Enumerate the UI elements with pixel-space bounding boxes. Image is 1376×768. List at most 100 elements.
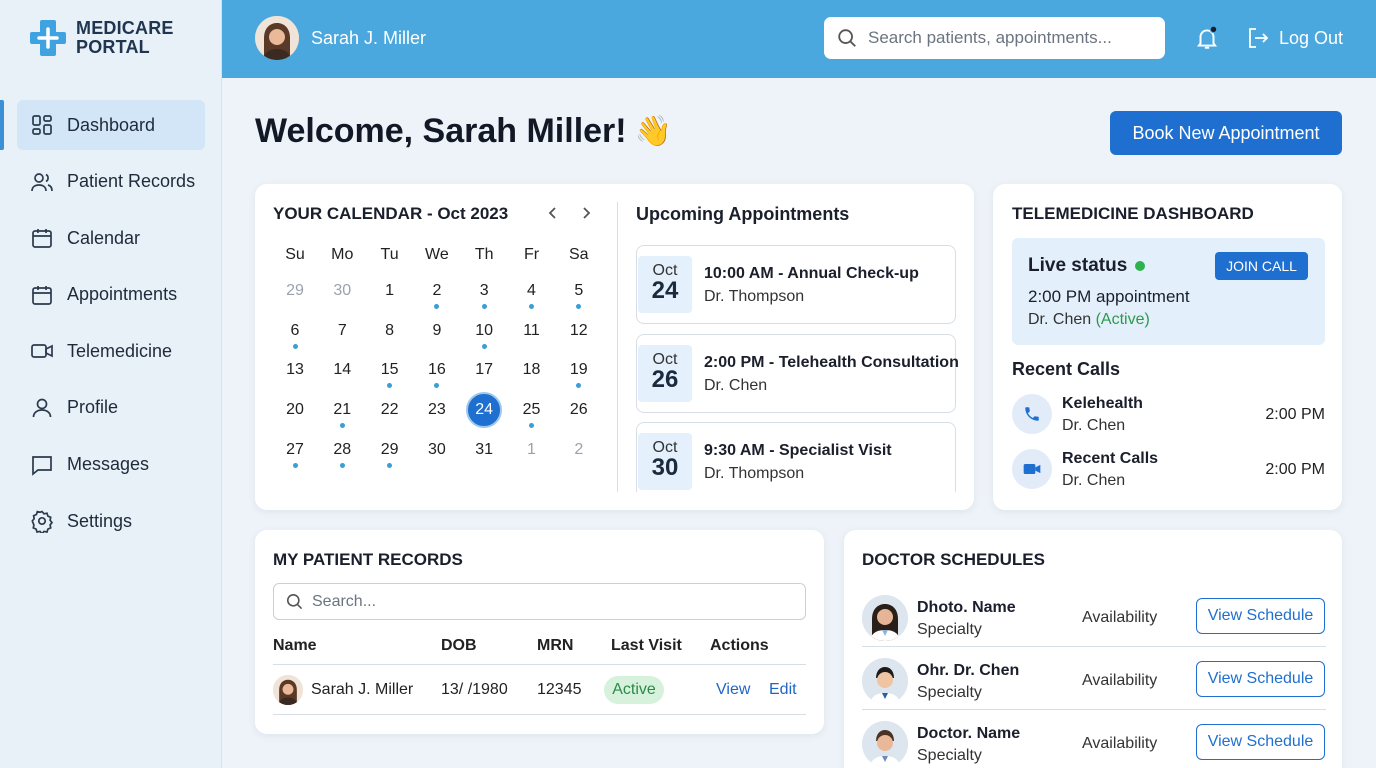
calendar-day[interactable]: 30 — [333, 282, 352, 299]
join-call-button[interactable]: JOIN CALL — [1215, 252, 1308, 280]
appointment-month: Oct — [652, 351, 678, 368]
column-header-dob: DOB — [441, 637, 477, 654]
live-appointment-time: 2:00 PM appointment — [1028, 287, 1190, 306]
weekday-header: We — [425, 246, 449, 263]
calendar-day[interactable]: 31 — [475, 440, 494, 458]
sidebar-item-label: Telemedicine — [67, 340, 173, 361]
call-doctor: Dr. Chen — [1062, 472, 1126, 489]
sidebar: MEDICARE PORTAL Dashboard Patient Record… — [0, 0, 222, 768]
calendar-day[interactable]: 7 — [337, 321, 347, 339]
video-icon — [31, 344, 53, 359]
appointment-item[interactable]: Oct 24 10:00 AM - Annual Check-up Dr. Tho… — [636, 245, 956, 324]
calendar-day[interactable]: 12 — [569, 321, 588, 339]
calendar-day[interactable]: 19 — [569, 361, 588, 379]
calendar-day[interactable]: 26 — [569, 401, 588, 419]
calendar-day[interactable]: 29 — [286, 282, 304, 299]
event-dot — [576, 383, 582, 389]
calendar-day[interactable]: 18 — [522, 361, 541, 379]
event-dot — [339, 462, 345, 468]
calendar-day[interactable]: 8 — [385, 321, 395, 339]
sidebar-item-label: Calendar — [67, 227, 141, 248]
view-schedule-button[interactable]: View Schedule — [1196, 724, 1325, 760]
records-search-input[interactable]: Search... — [273, 583, 806, 620]
logout-button[interactable]: Log Out — [1246, 26, 1343, 50]
calendar-day[interactable]: 28 — [333, 440, 352, 458]
calendar-day[interactable]: 4 — [527, 282, 536, 299]
calendar-day[interactable]: 27 — [286, 440, 304, 458]
logo[interactable]: MEDICARE PORTAL — [28, 18, 174, 58]
sidebar-item-telemedicine[interactable]: Telemedicine — [0, 326, 222, 376]
sidebar-item-patient-records[interactable]: Patient Records — [0, 157, 222, 207]
appointment-date: Oct 24 — [638, 256, 692, 313]
sidebar-item-messages[interactable]: Messages — [0, 440, 222, 490]
event-dot — [292, 343, 298, 349]
calendar-day[interactable]: 6 — [290, 321, 300, 339]
sidebar-item-dashboard[interactable]: Dashboard — [0, 100, 205, 150]
live-appointment-doctor: Dr. Chen — [1028, 311, 1092, 328]
phone-icon — [1025, 407, 1039, 421]
weekday-header: Th — [474, 246, 494, 263]
appointment-item[interactable]: Oct 30 9:30 AM - Specialist Visit Dr. Tho… — [636, 422, 956, 492]
book-appointment-button[interactable]: Book New Appointment — [1110, 111, 1342, 155]
telemedicine-title: TELEMEDICINE DASHBOARD — [1012, 204, 1254, 223]
calendar-day[interactable]: 9 — [432, 321, 442, 339]
calendar-day[interactable]: 3 — [479, 282, 489, 299]
sidebar-item-settings[interactable]: Settings — [0, 496, 222, 546]
sidebar-item-label: Profile — [67, 397, 119, 418]
appointment-day: 26 — [651, 366, 679, 393]
recent-call-item[interactable]: Recent Calls Dr. Chen 2:00 PM — [1012, 447, 1325, 493]
status-dot — [1135, 261, 1146, 271]
calendar-day[interactable]: 23 — [427, 401, 446, 419]
calendar-day[interactable]: 16 — [427, 361, 446, 379]
calendar-day[interactable]: 24 — [475, 401, 494, 419]
user-profile[interactable]: Sarah J. Miller — [255, 16, 426, 60]
users-icon — [31, 172, 53, 191]
weekday-header: Mo — [331, 246, 354, 263]
table-row[interactable]: Sarah J. Miller 13/ /1980 12345 Active V… — [255, 530, 824, 734]
call-doctor: Dr. Chen — [1062, 417, 1126, 434]
chevron-left-icon[interactable] — [545, 205, 561, 221]
calendar-day[interactable]: 2 — [574, 440, 584, 458]
grid-icon — [32, 115, 52, 135]
calendar-day[interactable]: 25 — [522, 401, 541, 419]
calendar-day[interactable]: 5 — [574, 282, 584, 299]
selected-day-highlight — [466, 392, 503, 429]
edit-record-link[interactable]: Edit — [769, 681, 797, 698]
calendar-day[interactable]: 21 — [333, 401, 352, 419]
calendar-day[interactable]: 1 — [385, 282, 395, 299]
live-status-panel: Live status JOIN CALL 2:00 PM appointmen… — [1012, 238, 1325, 345]
appointment-item[interactable]: Oct 26 2:00 PM - Telehealth Consultation … — [636, 334, 959, 413]
notification-bell[interactable] — [1194, 25, 1220, 51]
calendar-day[interactable]: 10 — [475, 321, 494, 339]
calendar-day[interactable]: 17 — [475, 361, 494, 379]
sidebar-item-calendar[interactable]: Calendar — [0, 213, 222, 263]
view-record-link[interactable]: View — [716, 681, 751, 698]
calendar-day[interactable]: 14 — [333, 361, 352, 379]
status-badge: Active — [604, 676, 664, 704]
column-header-last-visit: Last Visit — [611, 637, 682, 654]
calendar-day[interactable]: 1 — [527, 440, 536, 458]
chevron-right-icon[interactable] — [578, 205, 594, 221]
view-schedule-button[interactable]: View Schedule — [1196, 598, 1325, 634]
calendar-day[interactable]: 22 — [380, 401, 399, 419]
sidebar-item-profile[interactable]: Profile — [0, 383, 222, 433]
appointment-day: 30 — [651, 454, 679, 481]
calendar-day[interactable]: 15 — [380, 361, 399, 379]
sidebar-item-appointments[interactable]: Appointments — [0, 270, 222, 320]
calendar-day[interactable]: 20 — [286, 401, 304, 419]
calendar-day[interactable]: 2 — [432, 282, 442, 299]
avatar — [255, 16, 299, 60]
calendar-day[interactable]: 11 — [523, 321, 540, 339]
doctor-row: Doctor. Name Specialty Availability View… — [862, 719, 1326, 768]
global-search-input[interactable]: Search patients, appointments... — [824, 17, 1165, 59]
appointment-date: Oct 30 — [638, 433, 692, 490]
calendar-day[interactable]: 13 — [286, 361, 304, 379]
calendar-day[interactable]: 30 — [427, 440, 446, 458]
upcoming-list: Oct 24 10:00 AM - Annual Check-up Dr. Tho… — [255, 184, 974, 492]
recent-call-item[interactable]: Kelehealth Dr. Chen 2:00 PM — [1012, 392, 1325, 438]
doctor-specialty: Specialty — [917, 747, 982, 764]
event-dot — [339, 423, 345, 429]
calendar-day[interactable]: 29 — [380, 440, 399, 458]
call-icon-wrap — [1012, 449, 1052, 489]
view-schedule-button[interactable]: View Schedule — [1196, 661, 1325, 697]
